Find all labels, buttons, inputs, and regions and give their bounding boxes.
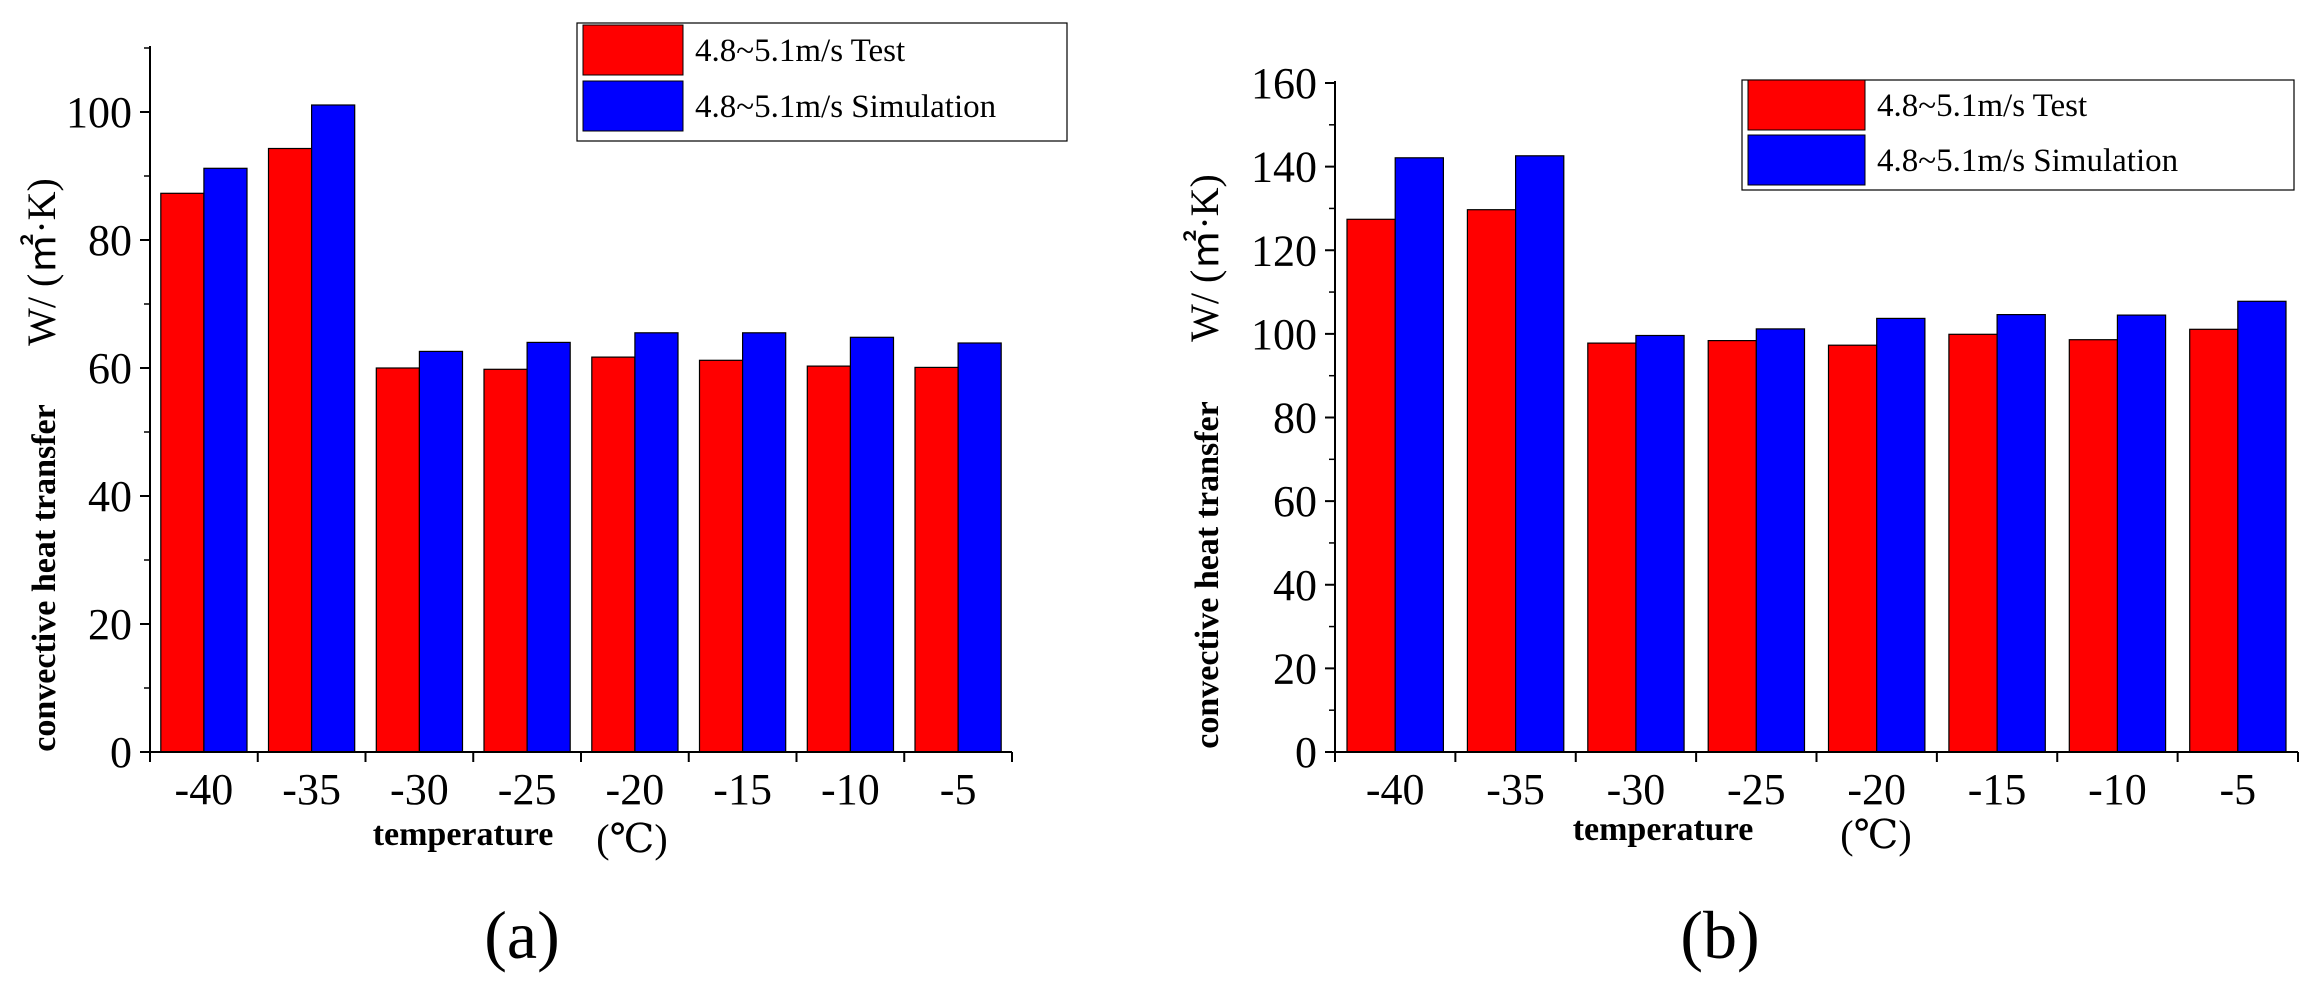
panel-b-xtick-label--5: -5 <box>2219 765 2256 814</box>
panel-b-ytick-label-80: 80 <box>1273 394 1317 443</box>
panel-a-xtick-label--40: -40 <box>175 765 234 814</box>
panel-a-bar-simulation--40 <box>203 167 248 753</box>
panel-a-xtick-label--30: -30 <box>390 765 449 814</box>
panel-a: convective heat transfer W/ (㎡·K) temper… <box>19 178 668 973</box>
panel-a-legend: 4.8~5.1m/s Test 4.8~5.1m/s Simulation <box>576 22 1068 142</box>
panel-b-bar-simulation--20 <box>1876 317 1926 753</box>
panel-b-xtick-label--20: -20 <box>1847 765 1906 814</box>
panel-b-legend-swatch-simulation <box>1747 134 1866 186</box>
panel-b-bar-simulation--10 <box>2116 314 2167 753</box>
panel-b-bar-test--5 <box>2189 328 2239 753</box>
panel-a-bar-simulation--10 <box>849 336 895 753</box>
panel-a-ytick-label-20: 20 <box>88 600 132 649</box>
panel-b-xtick-label--15: -15 <box>1968 765 2027 814</box>
panel-a-xtick-label--10: -10 <box>821 765 880 814</box>
panel-b-plot: 0 20 40 60 80 100 120 140 160 -40 -35 -30 -25 -20 -15 -… <box>1251 59 2299 814</box>
panel-a-ylabel-unit: W/ (㎡·K) <box>19 178 64 346</box>
panel-b-ytick-label-140: 140 <box>1251 143 1317 192</box>
panel-b-ytick-label-0: 0 <box>1295 728 1317 777</box>
panel-b-ytick-label-160: 160 <box>1251 59 1317 108</box>
panel-a-ytick-label-100: 100 <box>66 88 132 137</box>
panel-a-ylabel: convective heat transfer <box>26 404 63 751</box>
panel-a-xtick-label--35: -35 <box>282 765 341 814</box>
panel-b-ytick-label-20: 20 <box>1273 644 1317 693</box>
panel-b-bar-simulation--5 <box>2237 300 2287 753</box>
panel-b-xtick-label--35: -35 <box>1486 765 1545 814</box>
panel-b-ytick-label-100: 100 <box>1251 310 1317 359</box>
panel-b-bar-simulation--40 <box>1394 157 1444 753</box>
panel-a-bar-simulation--35 <box>311 104 356 753</box>
panel-b-bar-test--20 <box>1827 344 1878 753</box>
panel-b-ytick-label-40: 40 <box>1273 561 1317 610</box>
panel-a-legend-label-simulation: 4.8~5.1m/s Simulation <box>695 89 996 125</box>
panel-b-bar-simulation--30 <box>1635 334 1685 753</box>
panel-a-bar-simulation--30 <box>418 350 464 753</box>
panel-a-legend-swatch-test <box>582 24 684 76</box>
panel-b-ytick-label-120: 120 <box>1251 226 1317 275</box>
panel-b-legend: 4.8~5.1m/s Test 4.8~5.1m/s Simulation <box>1741 79 2295 191</box>
panel-a-xtick-label--20: -20 <box>606 765 665 814</box>
panel-b-xtick-label--40: -40 <box>1366 765 1425 814</box>
panel-a-xtick-label--25: -25 <box>498 765 557 814</box>
panel-a-xtick-label--15: -15 <box>713 765 772 814</box>
panel-b-ytick-label-60: 60 <box>1273 477 1317 526</box>
panel-b: convective heat transfer W/ (㎡·K) temper… <box>1182 174 1912 973</box>
panel-b-ylabel-unit: W/ (㎡·K) <box>1182 174 1227 342</box>
panel-b-xtick-label--25: -25 <box>1727 765 1786 814</box>
panel-b-bar-test--15 <box>1948 333 1998 753</box>
panel-a-plot: 0 20 40 60 80 100 -40 -35 -30 -25 -20 -15 -10 -5 4.8~5… <box>66 22 1068 814</box>
panel-a-bar-test--10 <box>806 365 851 753</box>
panel-a-legend-swatch-simulation <box>582 80 684 132</box>
panel-a-bar-simulation--15 <box>741 332 787 753</box>
panel-a-bar-test--25 <box>483 368 528 753</box>
panel-b-bar-simulation--25 <box>1755 328 1806 753</box>
panel-a-legend-label-test: 4.8~5.1m/s Test <box>695 33 905 69</box>
panel-a-ytick-label-60: 60 <box>88 344 132 393</box>
panel-a-label: (a) <box>484 897 559 973</box>
panel-b-bar-simulation--35 <box>1514 155 1565 753</box>
panel-a-bar-test--30 <box>375 367 420 753</box>
panel-b-bar-simulation--15 <box>1996 314 2046 753</box>
panel-b-bar-test--10 <box>2068 339 2119 753</box>
panel-a-bar-test--5 <box>914 366 959 753</box>
panel-a-bar-simulation--5 <box>957 342 1002 753</box>
panel-a-xlabel-unit: (℃) <box>596 816 667 861</box>
panel-a-bar-simulation--20 <box>634 332 679 753</box>
panel-a-xlabel: temperature <box>373 816 554 853</box>
panel-b-bar-test--40 <box>1346 218 1396 753</box>
panel-b-legend-label-simulation: 4.8~5.1m/s Simulation <box>1877 143 2178 179</box>
panel-a-xtick-label--5: -5 <box>940 765 977 814</box>
panel-b-xlabel: temperature <box>1573 811 1754 848</box>
panel-b-xlabel-unit: (℃) <box>1840 812 1911 857</box>
panel-b-ylabel: convective heat transfer <box>1189 401 1226 748</box>
panel-a-bar-test--35 <box>267 147 313 753</box>
panel-a-bar-test--40 <box>160 192 205 753</box>
panel-b-legend-label-test: 4.8~5.1m/s Test <box>1877 88 2087 124</box>
panel-a-bar-test--15 <box>698 359 744 753</box>
panel-a-ytick-label-80: 80 <box>88 216 132 265</box>
panel-a-bar-simulation--25 <box>526 341 571 753</box>
panel-a-bar-test--20 <box>591 356 636 753</box>
panel-b-xtick-label--30: -30 <box>1607 765 1666 814</box>
panel-b-bar-test--35 <box>1466 209 1517 753</box>
panel-b-bar-test--30 <box>1587 342 1637 753</box>
panel-b-legend-swatch-test <box>1747 79 1866 131</box>
panel-a-ytick-label-40: 40 <box>88 472 132 521</box>
panel-b-bar-test--25 <box>1707 340 1757 753</box>
panel-a-ytick-label-0: 0 <box>110 728 132 777</box>
panel-b-xtick-label--10: -10 <box>2088 765 2147 814</box>
panel-b-label: (b) <box>1680 897 1759 973</box>
